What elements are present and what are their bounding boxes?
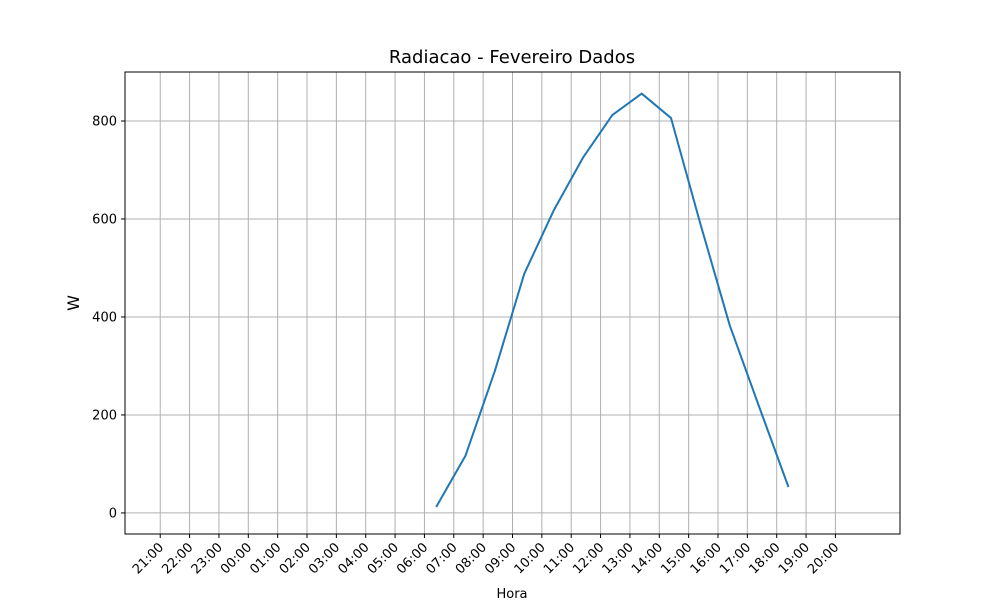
y-tick-label: 200 [92,408,117,423]
y-tick-label: 0 [109,506,117,521]
y-axis-label: W [64,295,83,311]
y-tick-label: 800 [92,114,117,129]
chart-title: Radiacao - Fevereiro Dados [389,47,635,68]
x-axis-label: Hora [496,587,527,600]
y-tick-label: 400 [92,310,117,325]
y-tick-label: 600 [92,212,117,227]
